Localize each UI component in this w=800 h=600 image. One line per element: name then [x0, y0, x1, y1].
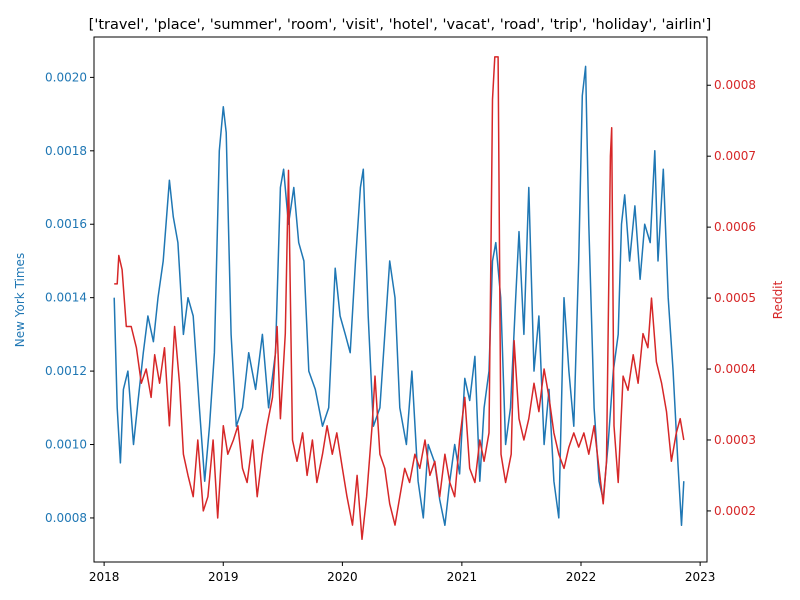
right-axis-title: Reddit: [771, 280, 785, 319]
left-y-tick-label: 0.0016: [45, 217, 87, 231]
x-tick-label: 2021: [447, 570, 478, 584]
right-y-axis: 0.0002 0.0003 0.0004 0.0005 0.0006 0.0007 0.00…: [707, 78, 756, 518]
x-tick-label: 2020: [327, 570, 358, 584]
right-y-tick-label: 0.0007: [714, 149, 756, 163]
left-y-axis: 0.0008 0.0010 0.0012 0.0014 0.0016 0.0018 0.00…: [45, 70, 94, 525]
right-y-tick-label: 0.0004: [714, 362, 756, 376]
x-axis: 2018 2019 2020 2021 2022 2023: [89, 562, 716, 584]
left-axis-title: New York Times: [13, 253, 27, 347]
left-y-tick-label: 0.0020: [45, 70, 87, 84]
reddit-series: [114, 56, 685, 541]
left-y-tick-label: 0.0012: [45, 364, 87, 378]
chart-title: ['travel', 'place', 'summer', 'room', 'v…: [89, 17, 712, 33]
left-y-tick-label: 0.0010: [45, 438, 87, 452]
left-y-tick-label: 0.0008: [45, 511, 87, 525]
x-tick-label: 2018: [89, 570, 120, 584]
series-line-reddit: [114, 56, 685, 541]
right-y-tick-label: 0.0008: [714, 78, 756, 92]
right-y-tick-label: 0.0005: [714, 291, 756, 305]
x-tick-label: 2019: [208, 570, 239, 584]
left-y-tick-label: 0.0014: [45, 291, 87, 305]
right-y-tick-label: 0.0003: [714, 433, 756, 447]
left-y-tick-label: 0.0018: [45, 144, 87, 158]
right-y-tick-label: 0.0006: [714, 220, 756, 234]
plot-frame: [93, 36, 708, 563]
right-y-tick-label: 0.0002: [714, 504, 756, 518]
x-tick-label: 2022: [566, 570, 597, 584]
x-tick-label: 2023: [685, 570, 716, 584]
